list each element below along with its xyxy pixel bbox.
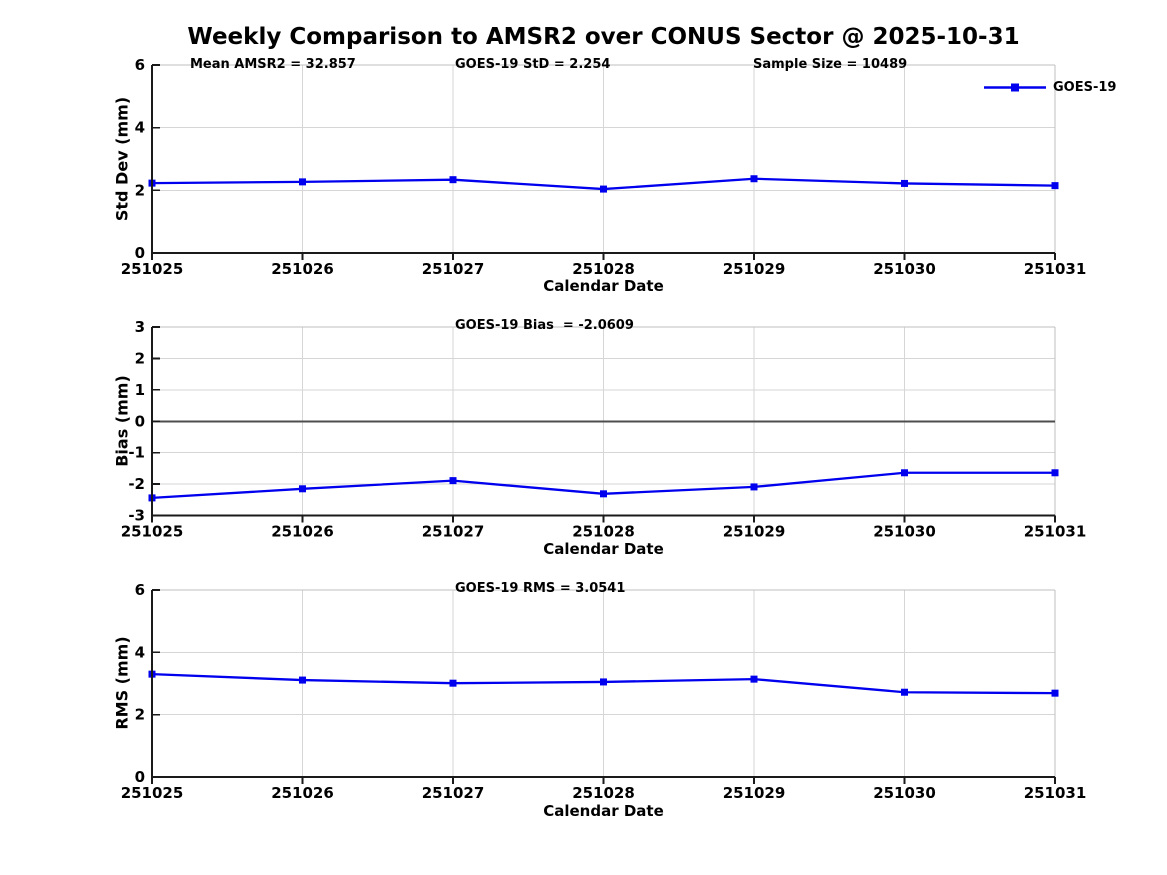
x-tick-label: 251031	[1024, 260, 1087, 278]
xlabel-calendar-date-3: Calendar Date	[543, 802, 664, 820]
legend-line-sample	[984, 83, 1046, 92]
x-tick-label: 251027	[422, 260, 485, 278]
xlabel-calendar-date-2: Calendar Date	[543, 540, 664, 558]
data-point-marker	[299, 676, 306, 684]
ylabel-bias: Bias (mm)	[112, 375, 132, 467]
y-tick-label: 6	[135, 56, 145, 74]
x-tick-label: 251029	[723, 784, 786, 802]
y-tick-label: 4	[135, 119, 145, 137]
data-point-marker	[299, 485, 306, 493]
data-point-marker	[600, 185, 607, 193]
x-tick-label: 251028	[572, 523, 635, 541]
data-point-marker	[750, 675, 758, 683]
y-tick-label: -2	[128, 475, 145, 493]
data-point-marker	[1051, 689, 1059, 697]
data-point-marker	[449, 679, 457, 687]
x-tick-label: 251028	[572, 784, 635, 802]
data-point-marker	[1051, 469, 1059, 477]
subplot-std_dev: 0 2 4 6 251025 251026 251027 251028 251029 251030…	[121, 56, 1087, 278]
y-tick-label: 0	[135, 768, 145, 786]
xlabel-calendar-date-1: Calendar Date	[543, 277, 664, 295]
x-tick-label: 251031	[1024, 784, 1087, 802]
x-tick-label: 251029	[723, 260, 786, 278]
x-tick-label: 251026	[271, 523, 334, 541]
data-point-marker	[750, 175, 758, 183]
data-point-marker	[1051, 182, 1059, 190]
data-point-marker	[901, 469, 908, 477]
annotation-sample-size: Sample Size = 10489	[753, 57, 908, 72]
subplot-rms: 0 2 4 6 251025 251026 251027 251028 251029 251030…	[121, 581, 1087, 802]
legend: GOES-19	[983, 80, 1116, 95]
data-point-marker	[901, 179, 908, 187]
x-tick-label: 251025	[121, 784, 184, 802]
y-tick-label: 2	[135, 181, 145, 199]
data-point-marker	[449, 176, 457, 184]
y-tick-label: 2	[135, 349, 145, 367]
y-tick-label: 3	[135, 318, 145, 336]
y-tick-label: 4	[135, 643, 145, 661]
x-tick-label: 251026	[271, 784, 334, 802]
x-tick-label: 251030	[873, 784, 936, 802]
x-tick-label: 251031	[1024, 523, 1087, 541]
figure-title: Weekly Comparison to AMSR2 over CONUS Se…	[187, 24, 1020, 50]
x-tick-label: 251030	[873, 523, 936, 541]
y-tick-label: -1	[128, 444, 145, 462]
x-tick-label: 251027	[422, 784, 485, 802]
data-point-marker	[449, 477, 457, 485]
subplot-bias: -3 -2 -1 0 1 2 3 251025 251026 251027 251028 251029…	[121, 318, 1087, 541]
data-point-marker	[600, 490, 607, 498]
y-tick-label: 1	[135, 381, 145, 399]
data-point-marker	[299, 178, 306, 186]
annotation-goes19-bias: GOES-19 Bias = -2.0609	[455, 318, 634, 333]
annotation-goes19-rms: GOES-19 RMS = 3.0541	[455, 581, 626, 596]
annotation-goes19-std: GOES-19 StD = 2.254	[455, 57, 611, 72]
ylabel-std-dev: Std Dev (mm)	[112, 96, 132, 222]
x-tick-label: 251029	[723, 523, 786, 541]
y-tick-label: 0	[135, 244, 145, 262]
x-tick-label: 251025	[121, 260, 184, 278]
y-tick-label: 0	[135, 412, 145, 430]
ylabel-rms: RMS (mm)	[112, 636, 132, 730]
data-point-marker	[750, 483, 758, 491]
data-point-marker	[901, 688, 908, 696]
y-tick-label: 2	[135, 706, 145, 724]
data-point-marker	[600, 678, 607, 686]
x-tick-label: 251028	[572, 260, 635, 278]
x-tick-label: 251030	[873, 260, 936, 278]
annotation-mean-amsr2: Mean AMSR2 = 32.857	[190, 57, 356, 72]
x-tick-label: 251027	[422, 523, 485, 541]
y-tick-label: -3	[128, 507, 145, 525]
legend-label: GOES-19	[1053, 80, 1117, 95]
x-tick-label: 251026	[271, 260, 334, 278]
x-tick-label: 251025	[121, 523, 184, 541]
y-tick-label: 6	[135, 581, 145, 599]
